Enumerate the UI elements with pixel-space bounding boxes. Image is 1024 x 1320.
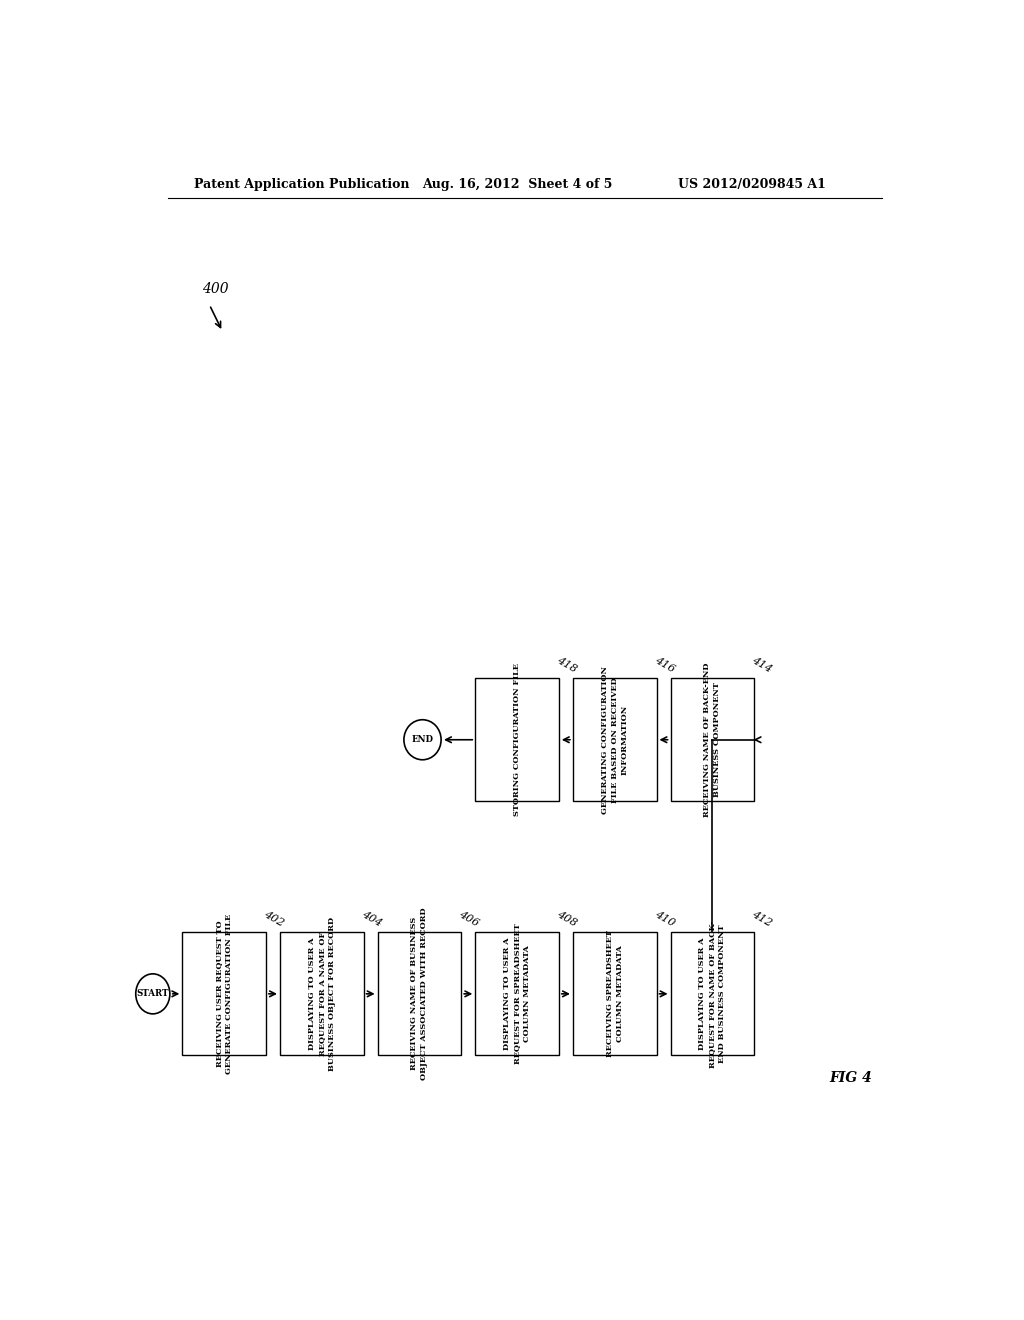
Bar [378, 932, 461, 1056]
Text: END: END [412, 735, 433, 744]
Text: 406: 406 [458, 909, 480, 928]
Bar [475, 678, 559, 801]
Text: DISPLAYING TO USER A
REQUEST FOR A NAME OF
BUSINESS OBJECT FOR RECORD: DISPLAYING TO USER A REQUEST FOR A NAME … [307, 917, 336, 1071]
Ellipse shape [403, 719, 441, 760]
Text: Aug. 16, 2012  Sheet 4 of 5: Aug. 16, 2012 Sheet 4 of 5 [423, 178, 613, 190]
Text: 418: 418 [555, 655, 579, 675]
Bar [280, 932, 364, 1056]
Ellipse shape [136, 974, 170, 1014]
Text: 402: 402 [262, 909, 286, 928]
Text: US 2012/0209845 A1: US 2012/0209845 A1 [678, 178, 826, 190]
Text: 404: 404 [359, 909, 383, 928]
Text: DISPLAYING TO USER A
REQUEST FOR NAME OF BACK-
END BUSINESS COMPONENT: DISPLAYING TO USER A REQUEST FOR NAME OF… [698, 920, 726, 1068]
Text: 408: 408 [555, 909, 579, 928]
Text: RECEIVING NAME OF BUSINESS
OBJECT ASSOCIATED WITH RECORD: RECEIVING NAME OF BUSINESS OBJECT ASSOCI… [411, 908, 428, 1080]
Text: FIG 4: FIG 4 [829, 1072, 872, 1085]
Text: Patent Application Publication: Patent Application Publication [194, 178, 410, 190]
Bar [475, 932, 559, 1056]
Text: DISPLAYING TO USER A
REQUEST FOR SPREADSHEET
COLUMN METADATA: DISPLAYING TO USER A REQUEST FOR SPREADS… [503, 924, 531, 1064]
Bar [572, 678, 656, 801]
Bar [671, 932, 755, 1056]
Bar [671, 678, 755, 801]
Bar [182, 932, 266, 1056]
Text: STORING CONFIGURATION FILE: STORING CONFIGURATION FILE [513, 664, 521, 816]
Text: RECEIVING NAME OF BACK-END
BUSINESS COMPONENT: RECEIVING NAME OF BACK-END BUSINESS COMP… [703, 663, 721, 817]
Text: RECEIVING USER REQUEST TO
GENERATE CONFIGURATION FILE: RECEIVING USER REQUEST TO GENERATE CONFI… [215, 913, 233, 1074]
Text: 414: 414 [751, 655, 774, 675]
Text: START: START [136, 990, 169, 998]
Bar [572, 932, 656, 1056]
Text: 416: 416 [652, 655, 676, 675]
Text: 410: 410 [652, 909, 676, 928]
Text: 400: 400 [202, 282, 228, 296]
Text: RECEIVING SPREADSHEET
COLUMN METADATA: RECEIVING SPREADSHEET COLUMN METADATA [605, 931, 624, 1057]
Text: GENERATING CONFIGURATION
FILE BASED ON RECEIVED
INFORMATION: GENERATING CONFIGURATION FILE BASED ON R… [601, 665, 629, 813]
Text: 412: 412 [751, 909, 774, 928]
